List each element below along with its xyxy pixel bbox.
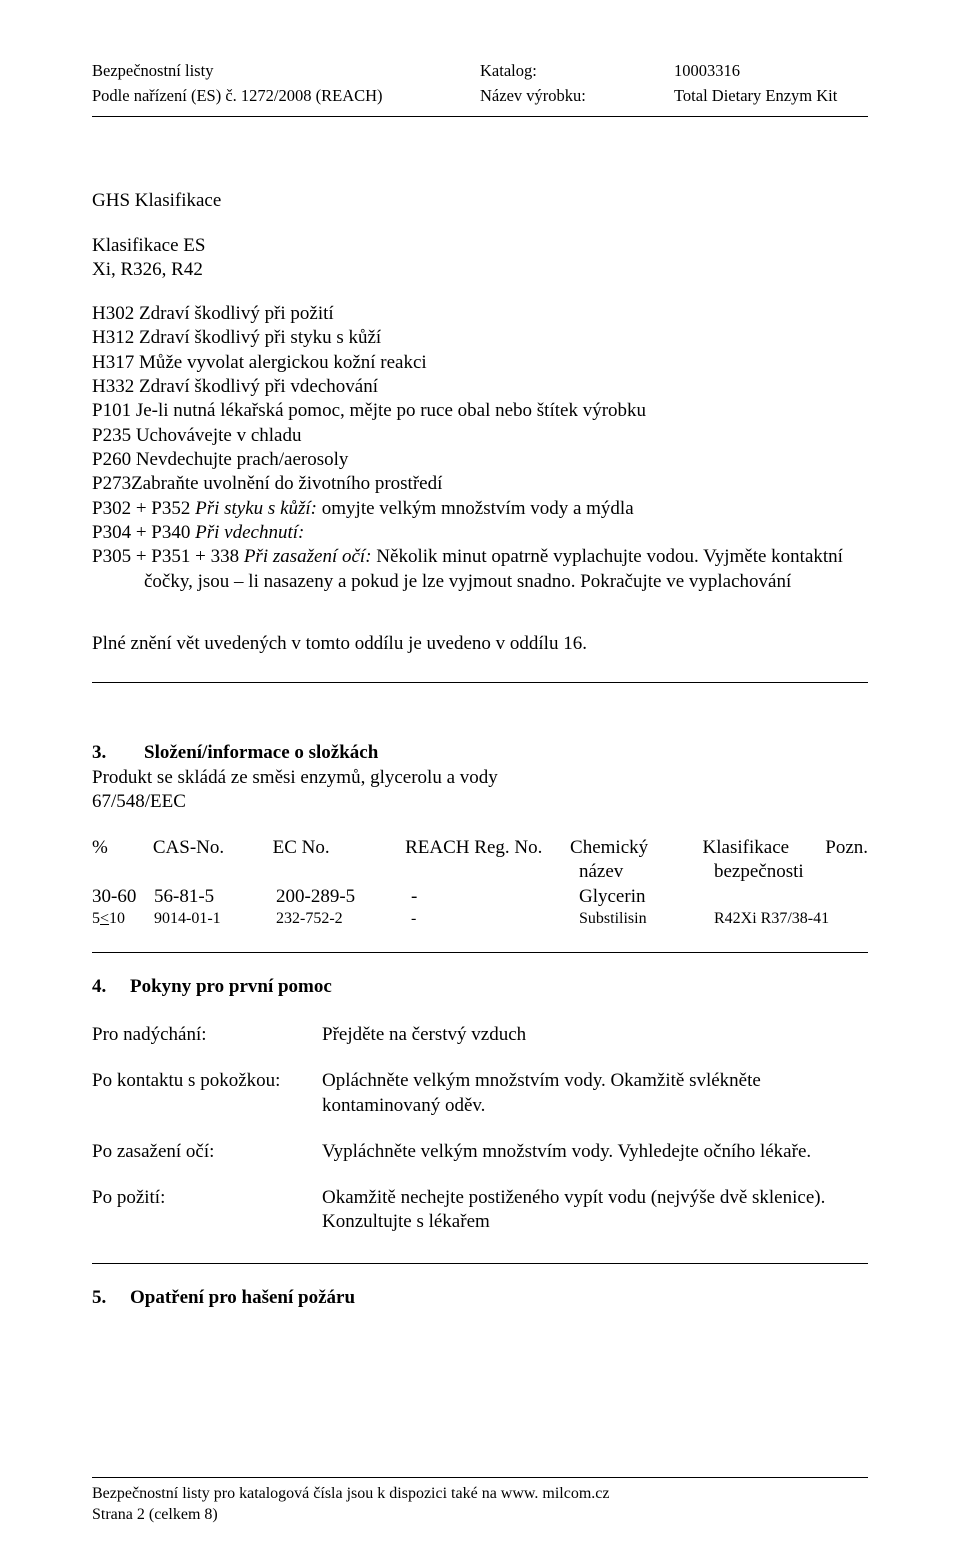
header-row-2: Podle nařízení (ES) č. 1272/2008 (REACH)… [92, 85, 868, 106]
first-aid-row: Po kontaktu s pokožkou: Opláchněte velký… [92, 1069, 868, 1118]
cell-ec: 200-289-5 [276, 885, 411, 909]
th-reach: REACH Reg. No. [405, 836, 570, 860]
doc-type-label: Bezpečnostní listy [92, 60, 480, 81]
cell-pct: 5<10 [92, 909, 154, 929]
th-pct: % [92, 836, 153, 860]
cell-cas: 56-81-5 [154, 885, 276, 909]
table-row: 30-60 56-81-5 200-289-5 - Glycerin [92, 885, 868, 909]
ghs-title: GHS Klasifikace [92, 189, 868, 213]
cell-chem: Substilisin [579, 909, 714, 929]
th-chem1: Chemický [570, 836, 703, 860]
klas-es-label: Klasifikace ES [92, 234, 868, 258]
p305: P305 + P351 + 338 Při zasažení očí: Něko… [92, 545, 868, 594]
section-4-num: 4. [92, 975, 130, 999]
divider-after-first-aid [92, 1263, 868, 1264]
first-aid-row: Po zasažení očí: Vypláchněte velkým množ… [92, 1140, 868, 1164]
first-aid-block: Pro nadýchání: Přejděte na čerstvý vzduc… [92, 1023, 868, 1235]
first-aid-value: Vypláchněte velkým množstvím vody. Vyhle… [322, 1140, 868, 1164]
cell-klas [714, 885, 839, 909]
first-aid-value: Okamžitě nechejte postiženého vypít vodu… [322, 1186, 868, 1235]
first-aid-label: Po kontaktu s pokožkou: [92, 1069, 322, 1118]
section-3-num: 3. [92, 741, 144, 765]
cell-pozn [829, 909, 868, 929]
cell-pozn [839, 885, 868, 909]
section-5-num: 5. [92, 1286, 130, 1310]
product-label: Název výrobku: [480, 85, 674, 106]
p302-rest: omyjte velkým množstvím vody a mýdla [317, 498, 634, 519]
section-3-line2: 67/548/EEC [92, 790, 868, 814]
p273: P273Zabraňte uvolnění do životního prost… [92, 472, 868, 496]
product-value: Total Dietary Enzym Kit [674, 85, 868, 106]
cell-reach: - [411, 885, 579, 909]
first-aid-row: Pro nadýchání: Přejděte na čerstvý vzduc… [92, 1023, 868, 1047]
first-aid-label: Po požití: [92, 1186, 322, 1235]
h332: H332 Zdraví škodlivý při vdechování [92, 375, 868, 399]
first-aid-value: Opláchněte velkým množstvím vody. Okamži… [322, 1069, 868, 1118]
footer-line-2: Strana 2 (celkem 8) [92, 1505, 868, 1525]
p304: P304 + P340 Při vdechnutí: [92, 521, 868, 545]
table-head-row-2: název bezpečnosti [92, 860, 868, 884]
p305-prefix: P305 + P351 + 338 [92, 546, 244, 567]
divider-after-note [92, 682, 868, 683]
section-3-line1: Produkt se skládá ze směsi enzymů, glyce… [92, 766, 868, 790]
th-klas2: bezpečnosti [714, 860, 839, 884]
p302-italic: Při styku s kůží: [195, 498, 317, 519]
katalog-label: Katalog: [480, 60, 674, 81]
h302: H302 Zdraví škodlivý při požití [92, 302, 868, 326]
p260: P260 Nevdechujte prach/aerosoly [92, 448, 868, 472]
section-3-title: Složení/informace o složkách [144, 742, 378, 763]
p305-italic: Při zasažení očí: [244, 546, 372, 567]
p101: P101 Je-li nutná lékařská pomoc, mějte p… [92, 399, 868, 423]
lte-symbol: < [100, 910, 109, 927]
th-ec: EC No. [273, 836, 406, 860]
header-row-1: Bezpečnostní listy Katalog: 10003316 [92, 60, 868, 81]
cell-ec: 232-752-2 [276, 909, 411, 929]
p235: P235 Uchovávejte v chladu [92, 424, 868, 448]
footer-line-1: Bezpečnostní listy pro katalogová čísla … [92, 1484, 868, 1504]
first-aid-label: Pro nadýchání: [92, 1023, 322, 1047]
cell-pct: 30-60 [92, 885, 154, 909]
section-3-heading: 3.Složení/informace o složkách [92, 741, 868, 765]
klas-es-value: Xi, R326, R42 [92, 258, 868, 282]
divider-after-table [92, 952, 868, 953]
th-klas1: Klasifikace [703, 836, 826, 860]
footer-divider [92, 1477, 868, 1478]
p304-prefix: P304 + P340 [92, 522, 195, 543]
first-aid-row: Po požití: Okamžitě nechejte postiženého… [92, 1186, 868, 1235]
cell-klas: R42Xi R37/38-41 [714, 909, 829, 929]
katalog-value: 10003316 [674, 60, 868, 81]
regulation-text: Podle nařízení (ES) č. 1272/2008 (REACH) [92, 85, 480, 106]
cell-reach: - [411, 909, 579, 929]
section-5-title: Opatření pro hašení požáru [130, 1287, 355, 1308]
table-head-row-1: % CAS-No. EC No. REACH Reg. No. Chemický… [92, 836, 868, 860]
section-4-heading: 4.Pokyny pro první pomoc [92, 975, 868, 999]
header-divider [92, 116, 868, 117]
full-text-note: Plné znění vět uvedených v tomto oddílu … [92, 632, 868, 656]
first-aid-label: Po zasažení očí: [92, 1140, 322, 1164]
page: Bezpečnostní listy Katalog: 10003316 Pod… [0, 0, 960, 1565]
section-5-heading: 5.Opatření pro hašení požáru [92, 1286, 868, 1310]
cell-cas: 9014-01-1 [154, 909, 276, 929]
first-aid-value: Přejděte na čerstvý vzduch [322, 1023, 868, 1047]
p302: P302 + P352 Při styku s kůží: omyjte vel… [92, 497, 868, 521]
cell-pct-a: 5 [92, 910, 100, 927]
h317: H317 Může vyvolat alergickou kožní reakc… [92, 351, 868, 375]
p304-italic: Při vdechnutí: [195, 522, 304, 543]
th-pozn: Pozn. [825, 836, 868, 860]
page-footer: Bezpečnostní listy pro katalogová čísla … [92, 1477, 868, 1525]
composition-table: % CAS-No. EC No. REACH Reg. No. Chemický… [92, 836, 868, 929]
table-row: 5<10 9014-01-1 232-752-2 - Substilisin R… [92, 909, 868, 929]
cell-pct-b: 10 [109, 910, 125, 927]
section-4-title: Pokyny pro první pomoc [130, 976, 332, 997]
p302-prefix: P302 + P352 [92, 498, 195, 519]
th-chem2: název [579, 860, 714, 884]
cell-chem: Glycerin [579, 885, 714, 909]
th-cas: CAS-No. [153, 836, 273, 860]
h312: H312 Zdraví škodlivý při styku s kůží [92, 326, 868, 350]
